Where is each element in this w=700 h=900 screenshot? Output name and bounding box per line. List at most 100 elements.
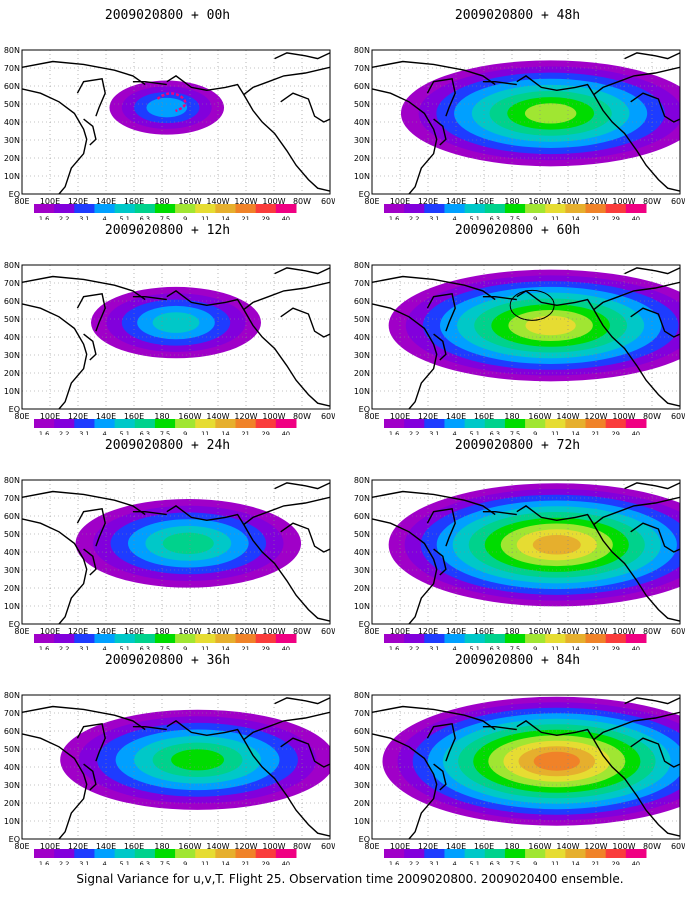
colorbar-swatch — [404, 204, 425, 213]
coastline — [280, 307, 330, 338]
colorbar-label: 6.3 — [140, 215, 150, 220]
lon-tick-label: 100E — [390, 412, 410, 421]
coastlines — [22, 52, 330, 194]
coastline — [132, 81, 167, 86]
lon-tick-label: 120E — [418, 197, 438, 206]
variance-field — [109, 80, 225, 135]
lat-tick-label: 10N — [354, 172, 370, 181]
coastline — [372, 60, 496, 86]
colorbar-swatch — [605, 634, 627, 643]
lat-tick-label: 70N — [354, 279, 370, 288]
lon-tick-label: 160W — [178, 412, 201, 421]
variance-field — [388, 483, 680, 607]
lat-tick-label: 80N — [4, 476, 20, 485]
colorbar-swatch — [215, 849, 237, 858]
colorbar: 1.6 2.2 3.1 4 5.1 6.3 7.5 9 11 14 21 29 40 — [384, 634, 647, 650]
colorbar-swatch — [134, 204, 156, 213]
coastline — [624, 267, 680, 275]
lon-tick-label: 140W — [206, 412, 229, 421]
lat-tick-label: 50N — [354, 530, 370, 539]
colorbar-label: 7.5 — [510, 215, 520, 220]
lat-tick-label: 70N — [4, 494, 20, 503]
map-frame — [21, 694, 331, 840]
lat-tick-label: 30N — [354, 351, 370, 360]
colorbar-swatch — [545, 634, 566, 643]
colorbar-label: 21 — [241, 430, 249, 435]
lon-tick-label: 60W — [671, 412, 685, 421]
coastline — [166, 720, 330, 837]
colorbar-label: 40 — [282, 430, 290, 435]
lat-tick-label: 80N — [354, 476, 370, 485]
lon-tick-label: 120W — [234, 842, 257, 851]
coastlines — [372, 697, 680, 839]
colorbar-swatch — [444, 634, 466, 643]
lon-tick-label: 100W — [612, 197, 635, 206]
lat-tick-label: 20N — [4, 584, 20, 593]
lat-tick-label: 10N — [354, 387, 370, 396]
coastline — [433, 548, 447, 576]
lat-tick-label: 80N — [354, 46, 370, 55]
lon-tick-label: 80E — [14, 412, 29, 421]
map-panel: 2009020800 + 24h 80E 100E 120E 140E 160E 180 16… — [0, 438, 335, 653]
lat-tick-label: 20N — [354, 369, 370, 378]
colorbar-swatch — [625, 419, 647, 428]
colorbar-label: 1.6 — [389, 860, 399, 865]
colorbar: 1.6 2.2 3.1 4 5.1 6.3 7.5 9 11 14 21 29 40 — [384, 204, 647, 220]
colorbar-swatch — [384, 419, 405, 428]
colorbar-swatch — [484, 204, 506, 213]
colorbar-swatch — [404, 634, 425, 643]
colorbar-swatch — [545, 849, 566, 858]
lon-tick-label: 120E — [68, 412, 88, 421]
colorbar-label: 1.6 — [39, 215, 49, 220]
colorbar-label: 5.1 — [120, 860, 130, 865]
colorbar-swatch — [424, 419, 445, 428]
colorbar-label: 4 — [102, 215, 106, 220]
lon-tick-label: 60W — [321, 842, 335, 851]
colorbar-label: 4 — [452, 215, 456, 220]
colorbar-label: 1.6 — [39, 645, 49, 650]
coastline — [426, 723, 456, 762]
panel-title: 2009020800 + 00h — [104, 8, 231, 23]
lon-tick-label: 80E — [364, 197, 379, 206]
coastline — [516, 720, 680, 837]
lat-tick-label: 10N — [354, 602, 370, 611]
lat-tick-label: 50N — [4, 315, 20, 324]
map-plot: 80E 100E 120E 140E 160E 180 160W 140W 120W 100W 80… — [354, 691, 685, 865]
colorbar-label: 3.1 — [429, 430, 439, 435]
lon-tick-label: 100E — [390, 842, 410, 851]
lon-tick-label: 80E — [364, 412, 379, 421]
colorbar-label: 14 — [571, 860, 579, 865]
colorbar-label: 3.1 — [79, 430, 89, 435]
map-panel: 2009020800 + 72h 80E 100E 120E 140E 160E 180 16… — [350, 438, 685, 653]
lon-tick-label: 160E — [124, 197, 144, 206]
colorbar-swatch — [134, 849, 156, 858]
colorbar-swatch — [114, 419, 136, 428]
lon-tick-label: 100W — [262, 197, 285, 206]
lat-tick-label: EQ — [359, 835, 370, 844]
colorbar-label: 40 — [632, 215, 640, 220]
colorbar: 1.6 2.2 3.1 4 5.1 6.3 7.5 9 11 14 21 29 40 — [34, 634, 297, 650]
colorbar-swatch — [255, 634, 277, 643]
colorbar-swatch — [605, 204, 627, 213]
colorbar-label: 9 — [533, 645, 537, 650]
lat-tick-label: 80N — [4, 261, 20, 270]
lon-tick-label: 120W — [584, 842, 607, 851]
lat-tick-label: 60N — [354, 82, 370, 91]
coastline — [426, 293, 456, 332]
coastline — [482, 511, 517, 516]
coastline — [83, 763, 97, 791]
lon-tick-label: 160E — [124, 842, 144, 851]
colorbar-label: 7.5 — [160, 430, 170, 435]
coastline — [22, 518, 88, 624]
colorbar-label: 14 — [221, 215, 229, 220]
coastline — [372, 705, 496, 731]
colorbar: 1.6 2.2 3.1 4 5.1 6.3 7.5 9 11 14 21 29 40 — [384, 419, 647, 435]
colorbar-label: 5.1 — [120, 215, 130, 220]
colorbar-swatch — [94, 204, 116, 213]
colorbar-swatch — [605, 419, 627, 428]
coastlines — [22, 267, 330, 409]
colorbar-label: 1.6 — [39, 430, 49, 435]
lat-tick-label: 50N — [4, 100, 20, 109]
lon-tick-label: 80W — [293, 412, 311, 421]
lon-tick-label: 120W — [234, 412, 257, 421]
